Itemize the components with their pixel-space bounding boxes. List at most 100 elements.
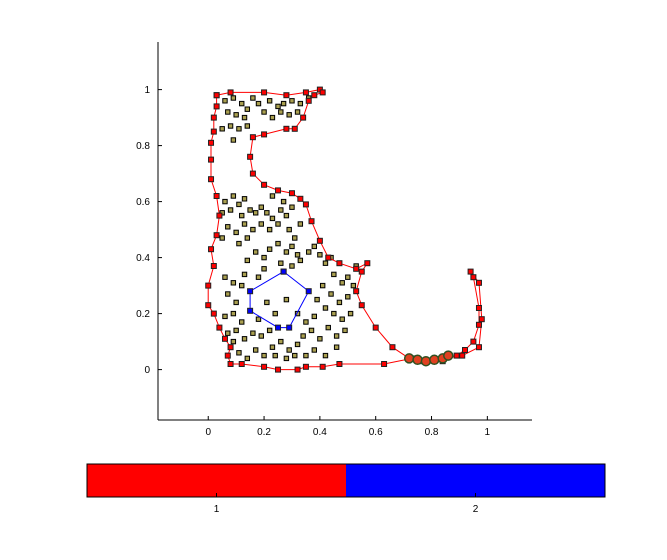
data-point [227, 123, 234, 129]
boundary-vertex-1 [238, 361, 245, 367]
data-point [303, 319, 309, 325]
data-point [336, 299, 343, 306]
data-point [233, 299, 239, 306]
data-point [272, 310, 278, 317]
data-point [303, 352, 309, 359]
data-point [278, 109, 284, 115]
x-tick-label: 0.2 [257, 427, 271, 438]
data-point [225, 330, 231, 336]
boundary-vertex-1 [364, 260, 371, 267]
data-point [258, 221, 264, 227]
data-point [292, 235, 298, 241]
data-point [269, 215, 276, 222]
boundary-vertex-1 [208, 246, 215, 253]
data-point [269, 114, 276, 121]
boundary-vertex-1 [358, 302, 365, 309]
boundary-vertex-1 [372, 324, 379, 331]
data-point [227, 207, 234, 213]
data-point [314, 296, 320, 303]
x-tick-label: 0.6 [369, 427, 383, 438]
y-tick-label: 0 [144, 365, 150, 376]
data-point [297, 257, 304, 264]
data-point [266, 98, 273, 104]
boundary-vertex-1 [283, 125, 290, 132]
boundary-vertex-1 [302, 89, 309, 96]
data-point [322, 305, 329, 311]
data-point [244, 235, 251, 241]
data-point [233, 229, 239, 236]
data-point [258, 204, 264, 210]
boundary-vertex-1 [475, 344, 482, 351]
data-point [289, 204, 295, 210]
data-point [244, 123, 251, 129]
data-point [339, 316, 345, 322]
data-point [294, 341, 301, 348]
boundary-vertex-1 [249, 134, 256, 141]
data-point [331, 271, 337, 278]
boundary-vertex-1 [261, 89, 268, 96]
data-point [275, 240, 281, 247]
boundary-vertex-2 [305, 288, 312, 295]
boundary-vertex-1 [208, 176, 215, 183]
data-point [283, 212, 290, 219]
data-point [239, 319, 245, 325]
boundary-vertex-2 [247, 307, 254, 314]
data-point [283, 249, 290, 255]
boundary-vertex-1 [247, 153, 254, 160]
boundary-vertex-1 [288, 190, 295, 197]
boundary-vertex-2 [275, 324, 282, 331]
data-point [294, 109, 301, 115]
data-point [266, 226, 273, 233]
colorbar-segment [87, 464, 346, 497]
data-point [294, 252, 301, 258]
boundary-vertex-1 [210, 263, 217, 269]
boundary-vertex-1 [210, 114, 217, 121]
boundary-vertex-1 [261, 181, 268, 188]
colorbar-frame [86, 463, 606, 498]
x-tick-label: 0.4 [313, 427, 327, 438]
data-point [222, 98, 228, 104]
data-point [331, 310, 337, 317]
x-tick-label: 0 [205, 427, 211, 438]
data-point [283, 355, 290, 362]
boundary-vertex-1 [227, 361, 234, 367]
data-point [241, 221, 248, 227]
boundary-vertex-1 [302, 363, 309, 370]
boundary-vertex-1 [389, 344, 396, 351]
data-point [261, 109, 267, 115]
data-point [339, 280, 345, 286]
boundary-vertex-2 [286, 324, 293, 331]
data-point [275, 221, 281, 227]
data-point [252, 210, 259, 216]
boundary-vertex-1 [210, 310, 217, 317]
data-point [230, 338, 237, 345]
boundary-vertex-1 [475, 321, 482, 328]
boundary-vertex-1 [261, 363, 268, 370]
data-point [239, 212, 245, 219]
data-point [269, 344, 276, 350]
boundary-vertex-1 [275, 187, 282, 194]
data-point [317, 336, 323, 342]
data-point [311, 313, 317, 320]
data-point [269, 193, 276, 199]
data-point [345, 294, 351, 300]
data-point [266, 246, 273, 252]
data-point [278, 338, 284, 345]
highlighted-point [420, 355, 432, 367]
boundary-vertex-1 [475, 305, 482, 311]
boundary-vertex-1 [325, 254, 332, 261]
data-point [255, 316, 262, 322]
boundary-vertex-1 [216, 324, 223, 331]
data-point [225, 224, 231, 230]
data-point [292, 352, 298, 359]
data-point [230, 280, 237, 286]
data-point [239, 282, 245, 289]
boundary-vertex-1 [381, 361, 388, 367]
colorbar-tick-label: 2 [473, 504, 479, 515]
data-point [280, 100, 287, 107]
data-point [252, 347, 259, 353]
boundary-vertex-1 [305, 97, 312, 104]
boundary-vertex-1 [319, 89, 326, 96]
boundary-vertex-1 [216, 212, 223, 219]
y-tick-label: 1 [144, 85, 150, 96]
